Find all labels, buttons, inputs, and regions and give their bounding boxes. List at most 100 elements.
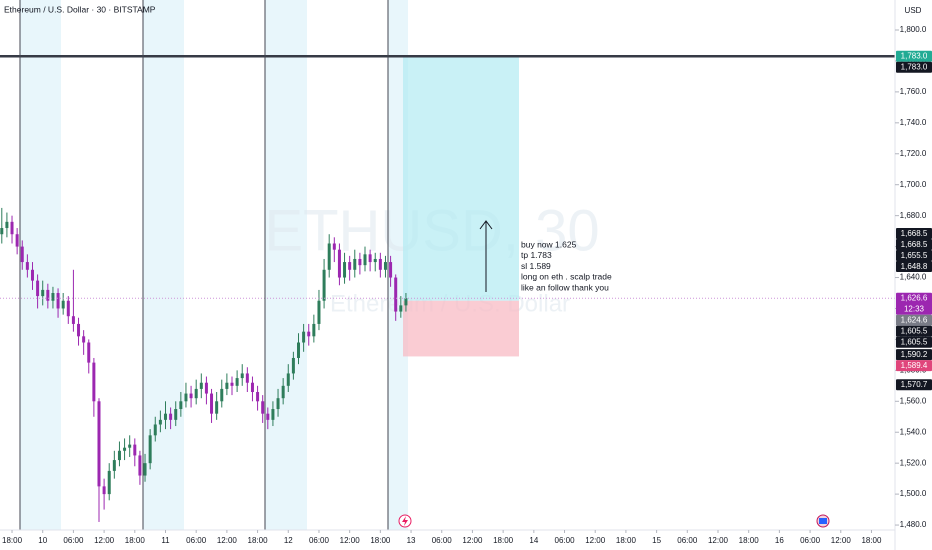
session-band (265, 0, 307, 530)
candle-body (261, 401, 265, 414)
candle-body (266, 413, 270, 420)
price-tag-label: 1,570.7 (901, 380, 928, 389)
candle-body (87, 342, 91, 363)
x-tick-label: 13 (407, 536, 416, 545)
x-tick-label: 18:00 (125, 536, 146, 545)
axes: 1,800.01,780.01,760.01,740.01,720.01,700… (2, 25, 932, 545)
price-tag-label: 1,605.5 (901, 338, 928, 347)
x-tick-label: 06:00 (432, 536, 453, 545)
candle-body (363, 254, 367, 266)
candle-body (41, 289, 45, 297)
candle-body (123, 447, 127, 451)
chart-title: Ethereum / U.S. Dollar · 30 · BITSTAMP (4, 4, 156, 14)
x-tick-label: 12:00 (94, 536, 115, 545)
candle-body (174, 409, 178, 420)
candle-body (276, 398, 280, 410)
price-tag (896, 61, 932, 73)
candle-body (399, 305, 403, 312)
candle-body (199, 382, 203, 389)
candle-body (204, 382, 208, 394)
profit-zone (403, 56, 519, 301)
candle-body (0, 228, 4, 235)
price-tag (896, 379, 932, 391)
candle-body (230, 382, 234, 386)
price-tag-label: 1,589.4 (901, 361, 928, 370)
candle-body (245, 373, 249, 383)
y-tick-label: 1,560.0 (900, 396, 927, 405)
candle-body (215, 401, 219, 414)
candle-body (250, 382, 254, 393)
candle-body (307, 331, 311, 337)
candle-body (256, 392, 260, 402)
x-tick-label: 12:00 (217, 536, 238, 545)
loss-zone (403, 300, 519, 357)
price-tag (896, 325, 932, 337)
y-tick-label: 1,800.0 (900, 25, 927, 34)
x-tick-label: 11 (161, 536, 170, 545)
x-tick-label: 06:00 (677, 536, 698, 545)
x-tick-label: 12:00 (340, 536, 361, 545)
y-tick-label: 1,760.0 (900, 87, 927, 96)
price-tag-label: 1,590.2 (901, 350, 928, 359)
candle-body (332, 243, 336, 250)
candle-body (225, 382, 229, 389)
candle-body (56, 293, 60, 309)
x-tick-label: 10 (38, 536, 47, 545)
candle-body (373, 258, 377, 263)
candle-body (10, 221, 14, 235)
candle-body (322, 269, 326, 301)
price-tag (896, 360, 932, 372)
candle-body (348, 262, 352, 270)
annotation-line: tp 1.783 (521, 250, 552, 260)
candle-body (394, 277, 398, 312)
y-tick-label: 1,500.0 (900, 489, 927, 498)
price-tag-label: 1,605.5 (901, 327, 928, 336)
candle-body (5, 221, 9, 229)
candle-body (240, 373, 244, 379)
candle-body (404, 298, 408, 306)
x-tick-label: 06:00 (309, 536, 330, 545)
flag-icon-inner (819, 518, 827, 524)
x-tick-label: 12 (284, 536, 293, 545)
x-tick-label: 18:00 (493, 536, 514, 545)
x-tick-label: 12:00 (708, 536, 729, 545)
candle-body (107, 470, 111, 495)
candle-body (61, 300, 65, 309)
candle-body (97, 401, 101, 487)
y-tick-label: 1,480.0 (900, 520, 927, 529)
y-tick-label: 1,520.0 (900, 458, 927, 467)
price-tag-label: 1,668.5 (901, 229, 928, 238)
price-tag (896, 336, 932, 348)
x-tick-label: 15 (652, 536, 661, 545)
lightning-icon (402, 516, 408, 526)
x-tick-label: 06:00 (800, 536, 821, 545)
candle-body (271, 409, 275, 420)
candle-body (210, 393, 214, 414)
candle-body (368, 254, 372, 263)
price-tag-sub: 12:33 (904, 304, 925, 313)
candle-body (343, 262, 347, 278)
candle-body (297, 342, 301, 358)
y-tick-label: 1,540.0 (900, 427, 927, 436)
price-tag-label: 1,626.6 (901, 294, 928, 303)
candle-body (184, 393, 188, 402)
candle-body (82, 336, 86, 343)
candle-body (169, 413, 173, 420)
price-tag-label: 1,668.5 (901, 240, 928, 249)
price-tag-label: 1,648.8 (901, 262, 928, 271)
candle-body (25, 262, 29, 270)
candle-body (327, 243, 331, 270)
price-tag (896, 314, 932, 326)
annotation-line: buy now 1.625 (521, 239, 577, 249)
candle-body (51, 293, 55, 301)
x-tick-label: 14 (529, 536, 538, 545)
price-tag (896, 260, 932, 272)
x-tick-label: 18:00 (370, 536, 391, 545)
y-tick-label: 1,640.0 (900, 273, 927, 282)
candle-body (112, 460, 116, 471)
candle-body (153, 424, 157, 436)
x-tick-label: 06:00 (186, 536, 207, 545)
annotation-line: sl 1.589 (521, 261, 551, 271)
candle-body (158, 419, 162, 425)
